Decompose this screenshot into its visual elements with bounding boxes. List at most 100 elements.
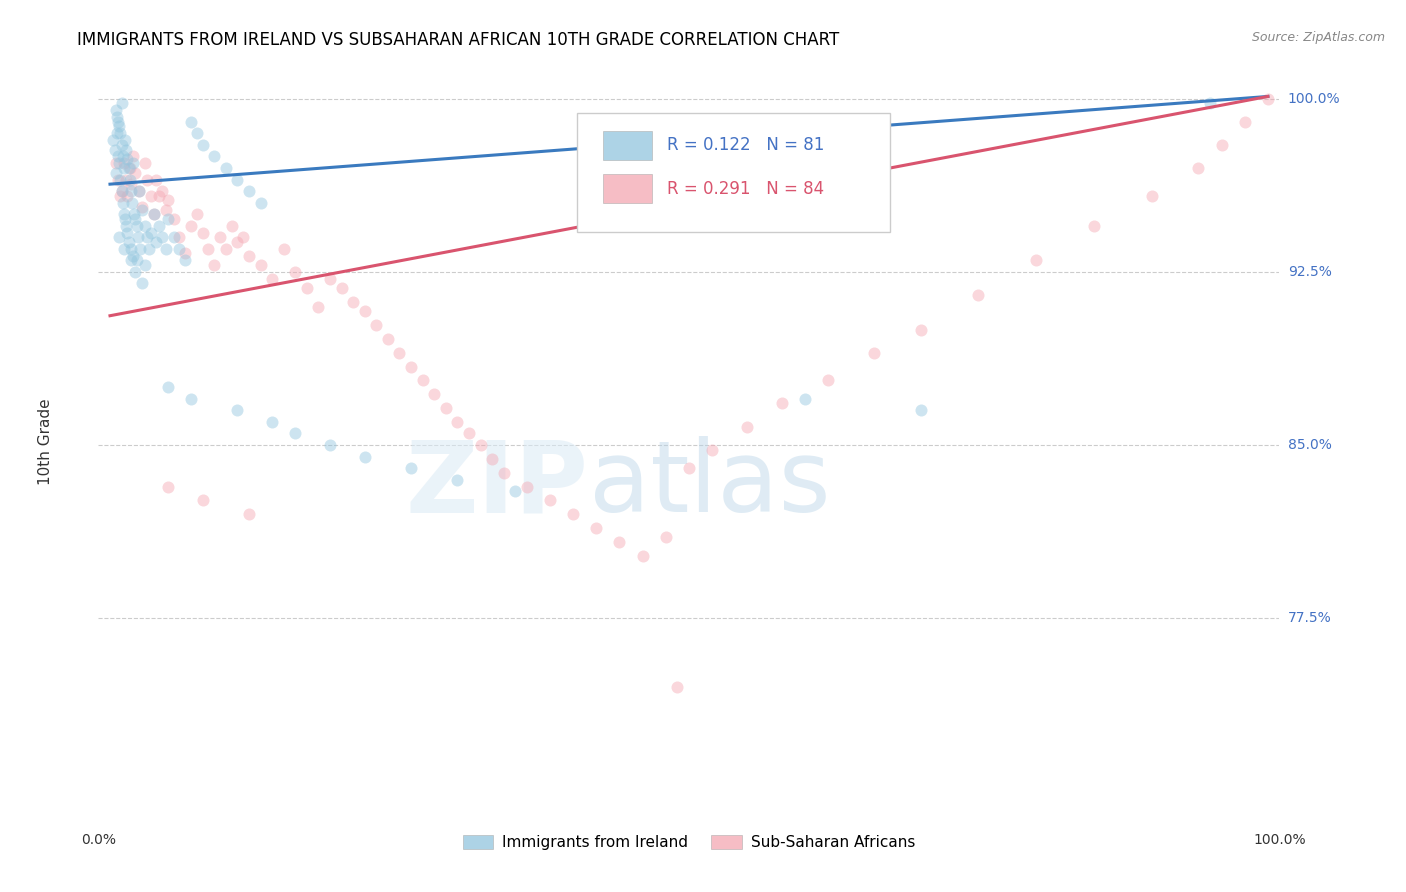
Point [191, 137, 214, 152]
Point [249, 195, 271, 210]
Point [129, 242, 152, 256]
Point [112, 156, 135, 170]
Point [122, 149, 145, 163]
Point [793, 392, 815, 406]
Point [1025, 253, 1047, 268]
Point [117, 152, 139, 166]
Point [700, 442, 723, 457]
Text: R = 0.291   N = 84: R = 0.291 N = 84 [666, 179, 824, 198]
Point [169, 242, 191, 256]
Point [262, 415, 284, 429]
Point [202, 258, 225, 272]
Point [108, 120, 131, 134]
Point [122, 156, 145, 170]
Point [191, 226, 214, 240]
Point [124, 211, 146, 226]
Point [136, 230, 159, 244]
Point [124, 166, 146, 180]
Point [117, 161, 139, 175]
Point [967, 288, 990, 302]
Point [134, 258, 156, 272]
Point [115, 143, 138, 157]
Point [446, 415, 468, 429]
Point [143, 207, 166, 221]
Point [174, 246, 197, 260]
FancyBboxPatch shape [603, 131, 652, 160]
Text: atlas: atlas [589, 436, 830, 533]
Point [110, 127, 132, 141]
Point [1233, 115, 1256, 129]
Point [163, 230, 186, 244]
Point [118, 172, 141, 186]
Point [412, 373, 434, 387]
Point [122, 249, 145, 263]
Point [120, 177, 142, 191]
Point [609, 535, 631, 549]
Point [104, 143, 127, 157]
Point [120, 242, 142, 256]
Point [458, 426, 481, 441]
Point [186, 207, 208, 221]
Point [284, 426, 307, 441]
Point [117, 188, 139, 202]
Text: 92.5%: 92.5% [1288, 265, 1331, 279]
Point [238, 508, 260, 522]
Point [118, 161, 141, 175]
Point [112, 242, 135, 256]
Text: R = 0.122   N = 81: R = 0.122 N = 81 [666, 136, 824, 154]
Point [226, 172, 249, 186]
Point [226, 403, 249, 417]
Point [492, 466, 515, 480]
Point [131, 277, 153, 291]
Point [110, 172, 132, 186]
Point [163, 211, 186, 226]
Point [197, 242, 219, 256]
Point [1257, 92, 1279, 106]
Point [145, 235, 167, 249]
Point [538, 493, 561, 508]
Point [125, 253, 148, 268]
Legend: Immigrants from Ireland, Sub-Saharan Africans: Immigrants from Ireland, Sub-Saharan Afr… [457, 830, 921, 856]
Point [307, 300, 329, 314]
Text: 77.5%: 77.5% [1288, 611, 1331, 625]
Point [125, 219, 148, 233]
Point [107, 149, 129, 163]
Point [156, 194, 179, 208]
Point [215, 242, 238, 256]
Point [104, 166, 127, 180]
Point [295, 281, 318, 295]
Point [342, 294, 364, 309]
Point [770, 396, 793, 410]
Point [232, 230, 254, 244]
Point [208, 230, 231, 244]
Point [124, 265, 146, 279]
Point [817, 373, 839, 387]
Text: ZIP: ZIP [406, 436, 589, 533]
Point [284, 265, 307, 279]
Point [136, 172, 159, 186]
Text: 100.0%: 100.0% [1253, 833, 1306, 847]
Point [107, 115, 129, 129]
Point [138, 242, 160, 256]
Point [128, 184, 150, 198]
Point [107, 172, 129, 186]
Point [104, 103, 127, 118]
Point [120, 253, 142, 268]
Point [108, 156, 131, 170]
Point [319, 438, 342, 452]
Point [115, 172, 138, 186]
Point [353, 450, 375, 464]
Point [131, 200, 153, 214]
Point [249, 258, 271, 272]
Point [114, 133, 136, 147]
FancyBboxPatch shape [576, 112, 890, 232]
Point [155, 242, 177, 256]
Point [117, 235, 139, 249]
Point [1187, 161, 1209, 175]
Point [238, 249, 260, 263]
Point [221, 219, 243, 233]
Point [180, 392, 202, 406]
Point [516, 479, 538, 493]
Point [121, 195, 143, 210]
Point [353, 304, 375, 318]
